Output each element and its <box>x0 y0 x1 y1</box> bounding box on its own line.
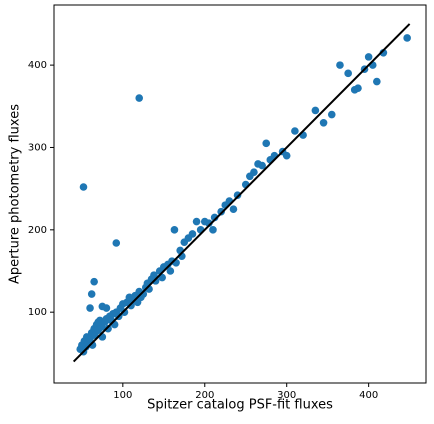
point <box>90 277 98 286</box>
point <box>86 304 94 312</box>
y-tick-label: 200 <box>28 225 47 236</box>
point <box>104 324 112 333</box>
x-axis-label: Spitzer catalog PSF-fit fluxes <box>147 398 333 413</box>
point <box>258 161 266 170</box>
point <box>188 230 197 238</box>
y-tick-label: 400 <box>28 60 47 71</box>
point <box>79 183 88 191</box>
point <box>166 267 175 275</box>
plot-frame <box>53 4 427 384</box>
point <box>282 151 291 160</box>
fit-line <box>72 23 411 363</box>
point <box>364 53 373 61</box>
x-tick-label: 100 <box>113 390 132 401</box>
point <box>373 77 381 86</box>
point <box>403 34 411 42</box>
x-tick-label: 200 <box>195 390 214 401</box>
y-axis-label: Aperture photometry fluxes <box>8 104 23 284</box>
point <box>192 217 201 226</box>
point <box>319 118 328 127</box>
point <box>250 168 258 176</box>
point <box>229 205 238 214</box>
point <box>354 84 362 92</box>
y-tick-label: 300 <box>28 142 47 153</box>
point <box>336 61 344 69</box>
x-tick-label: 300 <box>277 390 296 401</box>
point <box>150 271 158 279</box>
point <box>327 110 336 119</box>
point <box>262 139 271 148</box>
point <box>94 318 103 326</box>
point <box>151 277 160 285</box>
y-tick-label: 100 <box>28 307 47 318</box>
point <box>344 69 352 78</box>
x-tick-label: 400 <box>359 390 378 401</box>
point <box>291 127 299 135</box>
point <box>112 239 121 247</box>
point <box>170 226 179 234</box>
point <box>120 308 129 316</box>
point <box>217 207 225 216</box>
point <box>209 226 217 234</box>
point <box>127 301 135 310</box>
point <box>233 191 242 200</box>
point <box>135 94 144 102</box>
point <box>311 106 320 115</box>
point <box>87 290 96 298</box>
point <box>102 304 111 312</box>
